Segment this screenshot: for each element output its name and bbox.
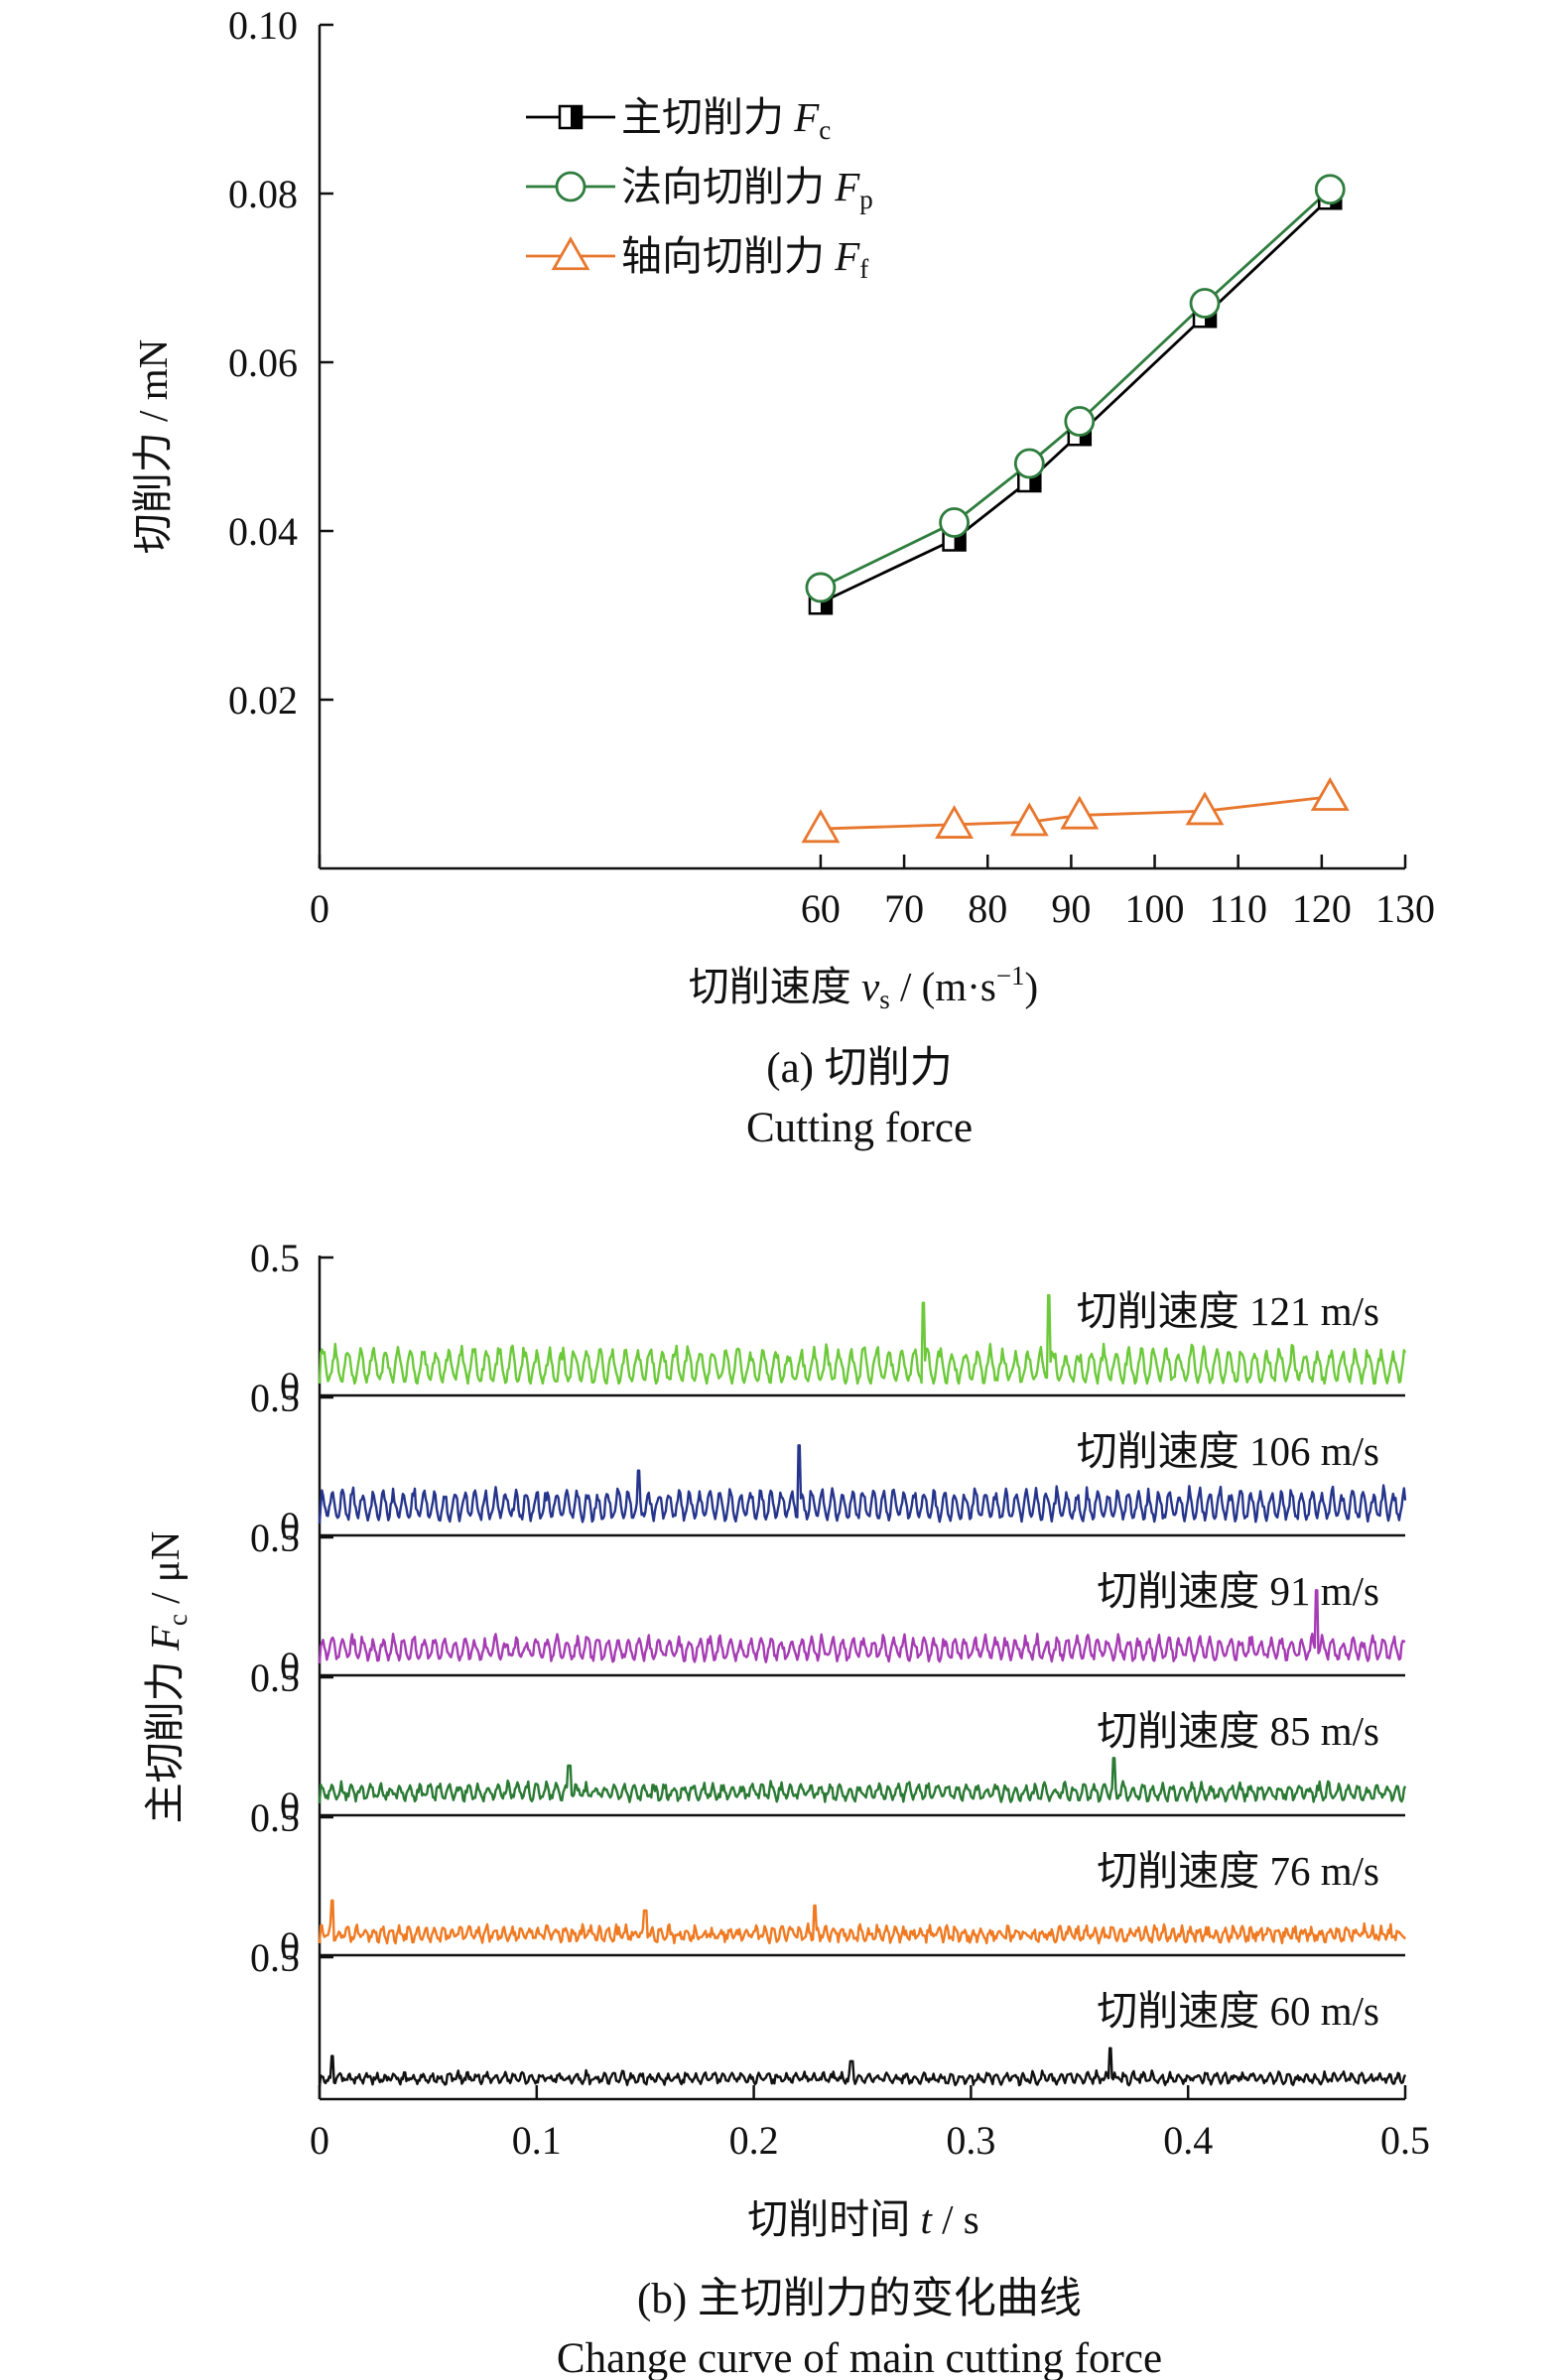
panel-a-series-line-fc: [820, 197, 1332, 604]
panel-a-y-tick-label: 0.04: [228, 509, 298, 554]
panel-b-x-axis-label: 切削时间 t / s: [747, 2196, 979, 2242]
panel-b-y-tick-label: 0: [280, 1364, 300, 1408]
panel-a-marker-fp: [939, 507, 970, 538]
panel-b-y-tick-label: 0: [280, 1923, 300, 1968]
panel-a-x-axis-label: 切削速度 vs / (m·s−1): [689, 961, 1038, 1014]
panel-a-y-axis-label: 切削力 / mN: [130, 339, 176, 554]
panel-a-marker-ff: [1310, 776, 1350, 811]
panel-a-marker-ff: [935, 804, 974, 839]
panel-a-legend-label-fp: 法向切削力 Fp: [621, 164, 873, 214]
panel-a-y-tick-label: 0.06: [228, 340, 298, 385]
panel-b-y-tick-label: 0.5: [250, 1655, 300, 1700]
panel-b-x-tick-label: 0: [310, 2118, 329, 2163]
panel-b-series-label-121: 切削速度 121 m/s: [1077, 1288, 1379, 1334]
panel-a-series-line-fp: [820, 188, 1332, 590]
panel-a-marker-ff: [1060, 795, 1100, 830]
panel-a-marker-ff: [1009, 802, 1049, 837]
panel-b-x-tick-label: 0.5: [1380, 2118, 1430, 2163]
panel-a-marker-fp: [805, 572, 837, 603]
panel-b-y-tick-label: 0.5: [250, 1376, 300, 1420]
panel-a-x-tick-label: 60: [801, 886, 841, 931]
panel-a-marker-fp: [555, 171, 586, 202]
panel-a-marker-fp: [1314, 174, 1346, 205]
panel-a-x-tick-label: 100: [1125, 886, 1185, 931]
panel-a-marker-fp: [1064, 406, 1096, 437]
panel-a-x-tick-label: 0: [310, 886, 329, 931]
panel-b-y-tick-label: 0.5: [250, 1935, 300, 1980]
panel-b-caption-en: Change curve of main cutting force: [557, 2335, 1162, 2380]
panel-b-y-tick-label: 0.5: [250, 1236, 300, 1280]
panel-a-marker-fc: [558, 104, 584, 130]
panel-b-series-line-121: [318, 1293, 1407, 1386]
panel-a-cutting-force-chart: 0.02 0.04 0.06 0.08 0.10 0 60 70 80 90 100 110 120 1…: [130, 3, 1435, 1151]
panel-a-x-tick-label: 90: [1051, 886, 1091, 931]
panel-b-caption-cn: (b) 主切削力的变化曲线: [637, 2275, 1082, 2322]
panel-b-series-line-60: [318, 2047, 1407, 2088]
panel-a-caption-en: Cutting force: [746, 1105, 973, 1151]
panel-a-legend-label-ff: 轴向切削力 Ff: [621, 233, 868, 284]
panel-a-marker-fp: [1013, 448, 1045, 479]
panel-a-x-tick-label: 120: [1292, 886, 1352, 931]
panel-a-y-tick-label: 0.02: [228, 678, 298, 723]
panel-b-series-line-91: [318, 1589, 1406, 1664]
panel-b-series-line-76: [318, 1899, 1406, 1945]
panel-b-y-axis-label: 主切削力 Fc / μN: [142, 1531, 193, 1824]
panel-b-series-label-60: 切削速度 60 m/s: [1097, 1988, 1379, 2034]
panel-a-y-tick-label: 0.08: [228, 172, 298, 216]
panel-a-y-tick-label: 0.10: [228, 3, 298, 48]
panel-a-marker-ff: [551, 236, 590, 271]
panel-b-series-label-106: 切削速度 106 m/s: [1077, 1428, 1379, 1474]
panel-b-x-tick-label: 0.1: [512, 2118, 562, 2163]
panel-a-caption-cn: (a) 切削力: [766, 1045, 952, 1092]
panel-b-y-tick-label: 0: [280, 1644, 300, 1688]
panel-b-series-label-85: 切削速度 85 m/s: [1097, 1708, 1379, 1754]
panel-b-y-tick-label: 0: [280, 1784, 300, 1828]
panel-b-y-tick-label: 0: [280, 1504, 300, 1548]
panel-a-x-tick-label: 70: [884, 886, 924, 931]
panel-b-x-tick-label: 0.3: [946, 2118, 995, 2163]
panel-b-x-tick-label: 0.4: [1163, 2118, 1213, 2163]
panel-b-x-tick-label: 0.2: [729, 2118, 779, 2163]
panel-a-marker-ff: [1185, 791, 1225, 826]
panel-a-x-tick-label: 110: [1209, 886, 1267, 931]
panel-b-series-line-106: [318, 1444, 1407, 1524]
panel-a-legend-label-fc: 主切削力 Fc: [621, 94, 831, 145]
panel-a-x-tick-label: 80: [968, 886, 1007, 931]
panel-a-series-line-ff: [820, 795, 1331, 831]
panel-a-x-tick-label: 130: [1375, 886, 1435, 931]
panel-a-marker-fp: [1189, 288, 1221, 319]
panel-b-y-tick-label: 0.5: [250, 1795, 300, 1840]
panel-a-marker-ff: [801, 809, 841, 844]
panel-b-series-label-91: 切削速度 91 m/s: [1097, 1568, 1379, 1614]
panel-a-legend: 主切削力 Fc 法向切削力 Fp 轴向切削力 Ff: [526, 94, 873, 284]
panel-b-series-line-85: [318, 1757, 1407, 1804]
panel-b-y-tick-label: 0.5: [250, 1516, 300, 1560]
panel-b-series-label-76: 切削速度 76 m/s: [1097, 1848, 1379, 1894]
